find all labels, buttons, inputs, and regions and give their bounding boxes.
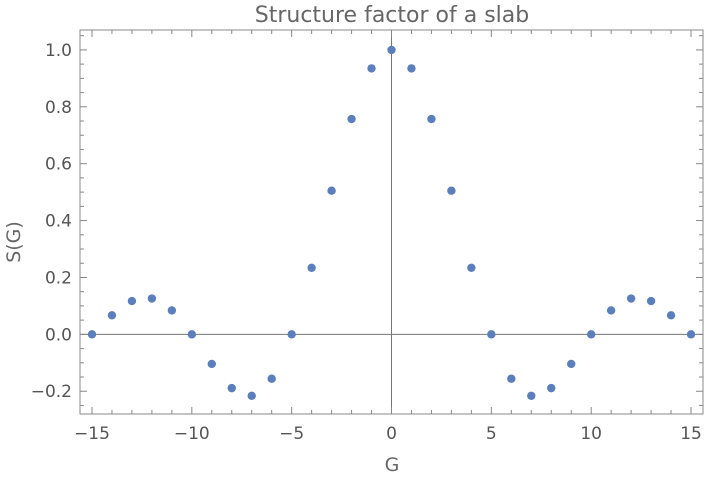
y-tick-label: 0.2 bbox=[45, 268, 72, 288]
data-point bbox=[606, 306, 616, 315]
data-point bbox=[287, 330, 296, 339]
data-point bbox=[347, 114, 356, 124]
data-point bbox=[686, 330, 696, 339]
y-tick-label: 0.4 bbox=[45, 212, 72, 232]
data-point bbox=[487, 330, 496, 339]
data-point bbox=[227, 383, 236, 393]
chart-title: Structure factor of a slab bbox=[255, 3, 529, 28]
x-tick-label: −5 bbox=[279, 424, 304, 444]
data-point bbox=[507, 374, 516, 383]
data-point bbox=[387, 45, 396, 55]
zero-axes bbox=[80, 30, 703, 414]
data-point bbox=[127, 296, 137, 306]
y-axis-title: S(G) bbox=[3, 221, 25, 263]
data-point bbox=[267, 374, 276, 383]
data-point bbox=[167, 306, 177, 315]
data-point bbox=[187, 330, 197, 339]
data-point bbox=[447, 186, 456, 195]
tick-marks bbox=[80, 30, 703, 414]
data-point bbox=[407, 64, 416, 73]
data-point bbox=[307, 263, 316, 272]
data-point bbox=[427, 114, 436, 124]
data-point bbox=[107, 311, 117, 320]
data-point bbox=[247, 391, 256, 400]
data-point bbox=[666, 311, 676, 320]
x-tick-label: −10 bbox=[174, 424, 210, 444]
data-point bbox=[207, 359, 216, 369]
data-point bbox=[626, 294, 636, 303]
x-tick-label: 5 bbox=[486, 424, 497, 444]
data-points bbox=[87, 45, 696, 400]
data-point bbox=[646, 296, 656, 306]
data-point bbox=[547, 383, 556, 393]
y-tick-label: 0.6 bbox=[45, 155, 72, 175]
x-axis-title: G bbox=[385, 454, 400, 476]
y-tick-label: 0.8 bbox=[45, 98, 72, 118]
data-point bbox=[567, 359, 576, 369]
y-tick-label: 1.0 bbox=[45, 41, 72, 61]
data-point bbox=[87, 330, 97, 339]
data-point bbox=[367, 64, 376, 73]
data-point bbox=[147, 294, 157, 303]
y-tick-label: −0.2 bbox=[31, 382, 72, 402]
y-tick-label: 0.0 bbox=[45, 325, 72, 345]
tick-labels: −15 −10 −5 0 5 10 15 −0.2 0.0 0.2 0.4 0.6 0.8 1.0 bbox=[31, 41, 702, 444]
x-tick-label: 10 bbox=[580, 424, 602, 444]
data-point bbox=[527, 391, 536, 400]
data-point bbox=[586, 330, 596, 339]
x-tick-label: 15 bbox=[680, 424, 702, 444]
data-point bbox=[327, 186, 336, 195]
x-tick-label: −15 bbox=[74, 424, 110, 444]
data-point bbox=[467, 263, 476, 272]
x-tick-label: 0 bbox=[386, 424, 397, 444]
